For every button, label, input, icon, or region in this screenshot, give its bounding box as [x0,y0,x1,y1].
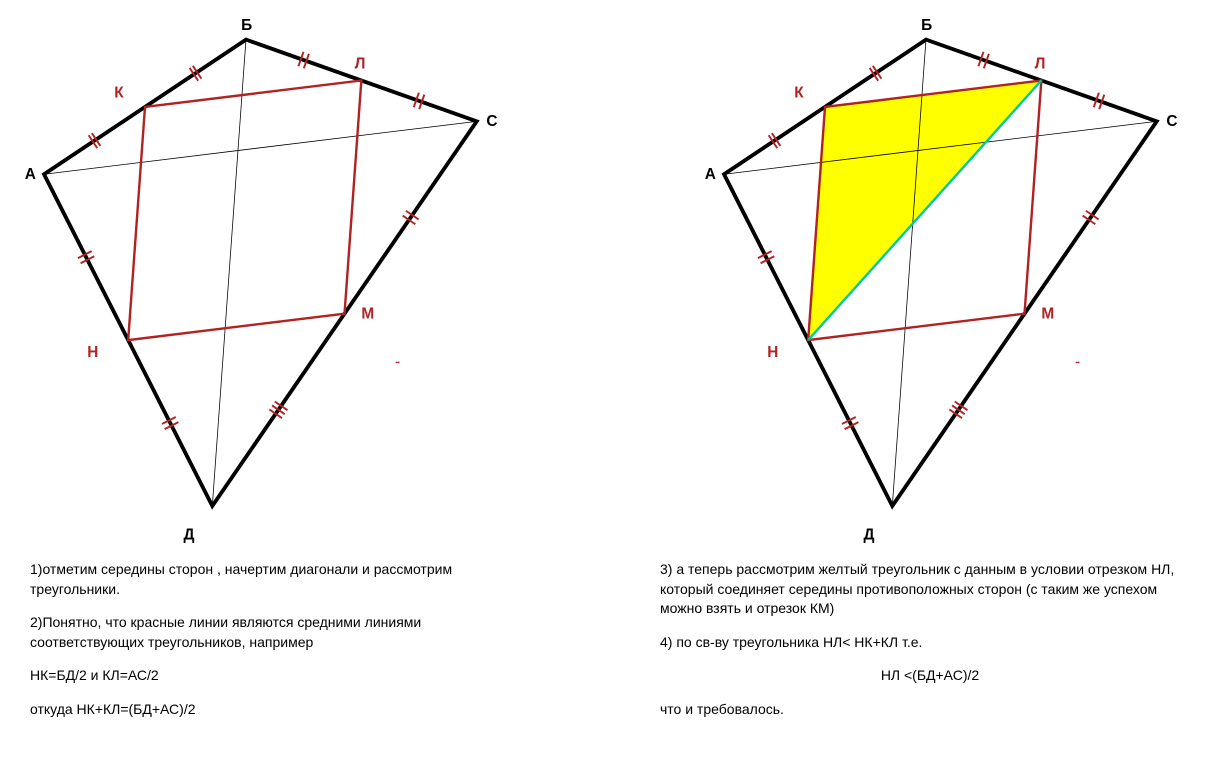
label-L: Л [1035,55,1046,72]
label-D: Д [863,527,874,544]
text-right-p1: 3) а теперь рассмотрим желтый треугольни… [660,560,1200,619]
label-K: К [794,84,804,101]
label-N: Н [87,344,98,361]
label-M: М [1041,305,1054,322]
label-L: Л [355,55,366,72]
text-left-p1: 1)отметим середины сторон , начертим диа… [30,560,470,599]
diagonal-bd [212,40,246,506]
label-C: С [486,113,497,130]
label-C: С [1166,113,1177,130]
text-block-right: 3) а теперь рассмотрим желтый треугольни… [660,560,1200,734]
label-A: А [705,166,716,183]
label-M: М [361,305,374,322]
figure-right: А Б С Д К Л М Н - [700,10,1200,550]
label-N: Н [767,344,778,361]
page: А Б С Д К Л М Н - А [0,0,1232,764]
text-right-p3: НЛ <(БД+АС)/2 [660,666,1200,686]
label-B: Б [241,17,252,34]
quad-outer [44,40,477,506]
parallelogram [128,80,361,340]
stray-dash: - [1075,354,1080,371]
label-B: Б [921,17,932,34]
text-right-p4: что и требовалось. [660,700,1200,720]
text-left-p2: 2)Понятно, что красные линии являются ср… [30,613,470,652]
text-right-p2: 4) по св-ву треугольника НЛ< НК+КЛ т.е. [660,633,1200,653]
label-K: К [114,84,124,101]
text-left-p4: откуда НК+КЛ=(БД+АС)/2 [30,700,470,720]
stray-dash: - [395,354,400,371]
text-block-left: 1)отметим середины сторон , начертим диа… [30,560,470,734]
label-D: Д [183,527,194,544]
label-A: А [25,166,36,183]
figure-left: А Б С Д К Л М Н - [20,10,520,550]
tick-marks [78,52,424,429]
text-left-p3: НК=БД/2 и КЛ=АС/2 [30,666,470,686]
